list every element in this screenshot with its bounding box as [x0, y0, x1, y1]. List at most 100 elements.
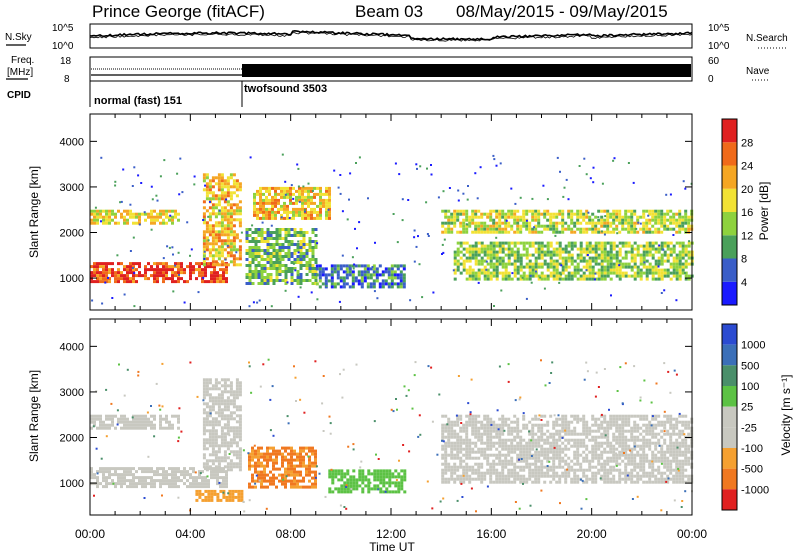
heatmap-cell: [573, 462, 577, 466]
heatmap-cell: [441, 224, 445, 228]
heatmap-cell: [483, 221, 487, 225]
heatmap-cell: [90, 470, 93, 474]
heatmap-cell: [537, 247, 541, 251]
heatmap-cell: [564, 277, 568, 281]
heatmap-cell: [474, 253, 478, 257]
heatmap-cell: [217, 459, 221, 463]
heatmap-cell: [358, 478, 362, 482]
heatmap-cell: [376, 484, 380, 488]
heatmap-cell: [268, 189, 271, 193]
heatmap-cell: [217, 381, 221, 385]
heatmap-cell: [510, 441, 514, 445]
heatmap-cell: [672, 247, 676, 251]
heatmap-cell: [205, 462, 209, 466]
heatmap-cell: [202, 221, 206, 225]
heatmap-cell: [216, 473, 219, 477]
heatmap-cell: [534, 250, 538, 254]
heatmap-cell: [621, 459, 625, 463]
heatmap-cell: [675, 230, 679, 234]
heatmap-cell: [603, 459, 607, 463]
heatmap-cell: [251, 258, 255, 261]
heatmap-cell: [534, 256, 538, 260]
heatmap-cell: [214, 248, 218, 252]
heatmap-cell: [630, 212, 634, 216]
heatmap-cell: [612, 477, 616, 481]
heatmap-cell: [217, 179, 221, 183]
heatmap-cell: [402, 279, 406, 283]
heatmap-cell: [208, 218, 212, 222]
heatmap-cell: [621, 221, 625, 225]
heatmap-cell: [642, 227, 646, 231]
heatmap-cell: [465, 420, 469, 424]
heatmap-cell: [337, 472, 341, 476]
heatmap-cell: [195, 498, 199, 502]
heatmap-cell: [630, 247, 634, 251]
heatmap-cell: [447, 218, 451, 222]
heatmap-cell: [229, 399, 233, 403]
heatmap-cell: [171, 470, 174, 474]
heatmap-cell: [202, 381, 206, 385]
heatmap-cell: [486, 224, 490, 228]
heatmap-cell: [281, 243, 285, 246]
heatmap-cell: [372, 279, 376, 283]
heatmap-cell: [226, 384, 230, 388]
heatmap-cell: [162, 426, 165, 430]
heatmap-cell: [618, 277, 622, 281]
heatmap-cell: [510, 426, 514, 430]
heatmap-cell: [296, 470, 299, 474]
heatmap-cell: [201, 470, 204, 474]
heatmap-cell: [96, 470, 99, 474]
heatmap-cell: [235, 236, 239, 240]
heatmap-cell: [444, 459, 448, 463]
heatmap-cell: [501, 474, 505, 478]
heatmap-cell: [245, 276, 249, 279]
heatmap-cell: [576, 414, 580, 418]
heatmap-cell: [220, 435, 224, 439]
heatmap-cell: [313, 207, 316, 211]
heatmap-cell: [220, 426, 224, 430]
heatmap-cell: [202, 276, 205, 279]
heatmap-cell: [220, 441, 224, 445]
heatmap-cell: [471, 209, 475, 213]
heatmap-cell: [489, 274, 493, 278]
heatmap-cell: [217, 188, 221, 192]
heatmap-cell: [516, 265, 520, 269]
heatmap-cell: [498, 250, 502, 254]
heatmap-cell: [450, 426, 454, 430]
heatmap-cell: [393, 264, 397, 268]
heatmap-cell: [600, 218, 604, 222]
heatmap-cell: [343, 484, 347, 488]
heatmap-cell: [156, 262, 159, 266]
heatmap-cell: [296, 270, 300, 273]
heatmap-cell: [513, 447, 517, 451]
heatmap-cell: [214, 212, 218, 216]
heatmap-cell: [441, 471, 445, 475]
heatmap-cell: [210, 274, 213, 278]
heatmap-cell: [278, 267, 282, 270]
heatmap-cell: [678, 250, 682, 254]
heatmap-cell: [257, 449, 260, 453]
heatmap-cell: [525, 241, 529, 245]
heatmap-cell: [594, 435, 598, 439]
heatmap-cell: [507, 438, 511, 442]
heatmap-cell: [269, 476, 272, 480]
heatmap-cell: [606, 215, 610, 219]
heatmap-cell: [260, 234, 264, 237]
heatmap-cell: [364, 475, 368, 479]
heatmap-cell: [546, 241, 550, 245]
heatmap-cell: [126, 470, 129, 474]
heatmap-cell: [468, 423, 472, 427]
heatmap-cell: [159, 426, 162, 430]
heatmap-cell: [465, 444, 469, 448]
heatmap-cell: [597, 244, 601, 248]
heatmap-cell: [220, 444, 224, 448]
heatmap-cell: [318, 267, 322, 271]
heatmap-cell: [352, 484, 356, 488]
heatmap-cell: [612, 230, 616, 234]
heatmap-cell: [483, 250, 487, 254]
heatmap-cell: [210, 476, 213, 480]
heatmap-cell: [678, 277, 682, 281]
heatmap-cell: [450, 456, 454, 460]
heatmap-cell: [477, 268, 481, 272]
heatmap-cell: [592, 181, 595, 184]
